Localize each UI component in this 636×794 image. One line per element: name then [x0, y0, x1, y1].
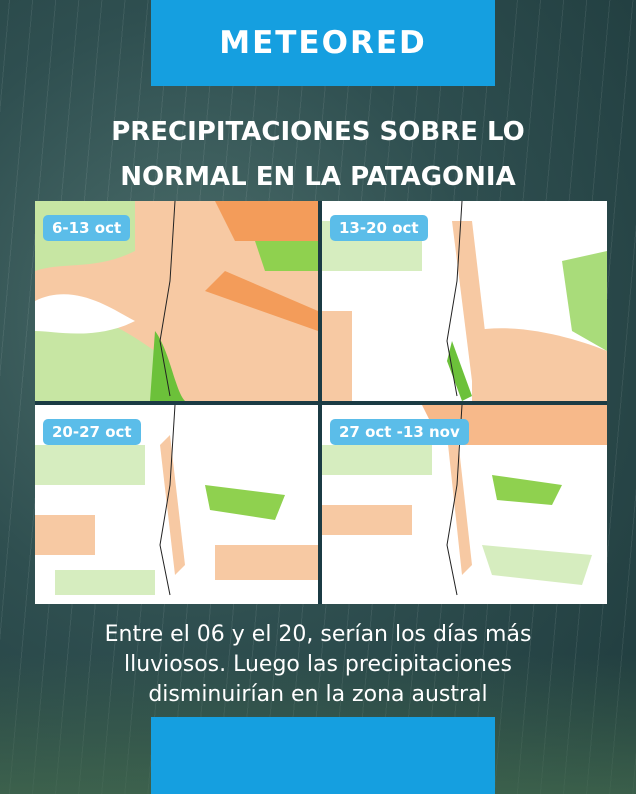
map-grid: 6-13 oct 13-20 oct 20-27 oct — [35, 201, 607, 604]
logo-banner: METEORED — [151, 0, 495, 86]
bottom-banner — [151, 717, 495, 794]
caption: Entre el 06 y el 20, serían los días más… — [0, 620, 636, 710]
headline: PRECIPITACIONES SOBRE LO NORMAL EN LA PA… — [0, 110, 636, 200]
period-label: 13-20 oct — [330, 215, 428, 241]
map-panel-1: 6-13 oct — [35, 201, 318, 401]
caption-line-3: disminuirían en la zona austral — [148, 682, 488, 707]
map-panel-3: 20-27 oct — [35, 405, 318, 604]
headline-line-1: PRECIPITACIONES SOBRE LO — [111, 117, 525, 147]
map-panel-4: 27 oct -13 nov — [322, 405, 607, 604]
map-panel-2: 13-20 oct — [322, 201, 607, 401]
caption-line-2: lluviosos. Luego las precipitaciones — [123, 652, 512, 677]
period-label: 20-27 oct — [43, 419, 141, 445]
period-label: 6-13 oct — [43, 215, 131, 241]
precipitation-anomaly-map — [322, 201, 607, 401]
period-label: 27 oct -13 nov — [330, 419, 469, 445]
caption-line-1: Entre el 06 y el 20, serían los días más — [104, 622, 532, 647]
meteored-logo: METEORED — [219, 25, 427, 61]
headline-line-2: NORMAL EN LA PATAGONIA — [120, 162, 516, 192]
